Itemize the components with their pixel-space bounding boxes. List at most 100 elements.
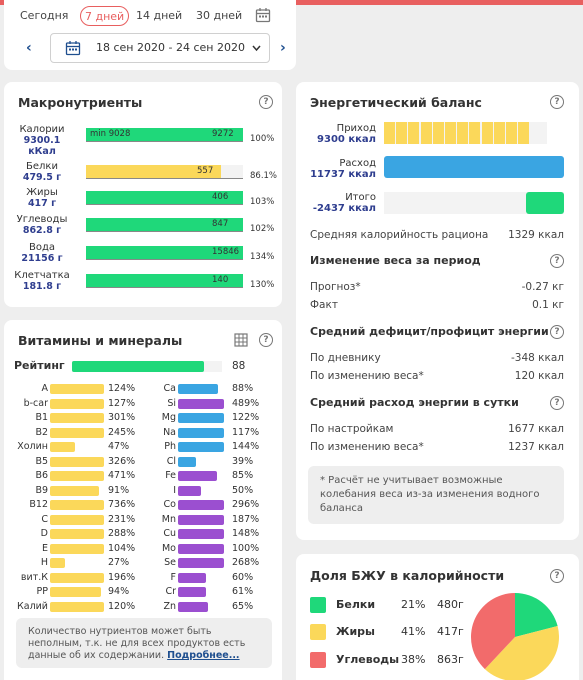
vitamin-name: B2 [35, 426, 48, 438]
vitamin-bar [50, 529, 104, 539]
bju-pct: 21% [401, 598, 426, 611]
rating-track [72, 361, 222, 372]
income-segment [384, 122, 395, 144]
mineral-bar [178, 587, 206, 597]
bju-grams: 417г [437, 625, 464, 638]
macro-bar-label: 406 [212, 192, 229, 202]
mineral-pct: 61% [232, 586, 254, 597]
rating-label: Рейтинг [14, 359, 65, 372]
vitamin-pct: 245% [108, 426, 136, 438]
vitamin-pct: 94% [108, 586, 130, 597]
vitamin-bar [50, 442, 75, 452]
mineral-name: Cu [163, 528, 176, 539]
macro-pct: 86.1% [250, 171, 278, 181]
help-icon[interactable]: ? [550, 95, 564, 109]
mineral-row: Cl 39% [144, 456, 279, 468]
help-icon[interactable]: ? [550, 569, 564, 583]
expense-title: Средний расход энергии в сутки [310, 396, 519, 409]
vitamin-row: вит.К 196% [4, 572, 144, 584]
mineral-bar [178, 427, 224, 438]
tab-30-days[interactable]: 30 дней [196, 9, 243, 22]
mineral-pct: 60% [232, 571, 254, 583]
pie-slice [484, 626, 559, 680]
more-link[interactable]: Подробнее... [167, 650, 240, 661]
mineral-row: F 60% [144, 572, 279, 584]
help-icon[interactable]: ? [259, 333, 273, 347]
nutrients-note: Количество нутриентов может быть неполны… [16, 618, 272, 668]
vitamin-row: B1 301% [4, 412, 144, 424]
card-title: Макронутриенты [18, 95, 143, 110]
macro-baseline [86, 259, 243, 260]
calendar-icon[interactable] [255, 7, 271, 23]
macro-row: Углеводы 862.8 г 847 102% [10, 214, 300, 244]
help-icon[interactable]: ? [550, 325, 564, 339]
vitamin-name: вит.К [20, 571, 48, 583]
macro-row: Клетчатка 181.8 г 140 130% [10, 270, 300, 300]
vitamin-pct: 736% [108, 499, 136, 510]
macro-bar-label: 557 [197, 166, 214, 176]
mineral-bar [178, 442, 224, 452]
macro-baseline [86, 287, 243, 288]
vitamin-bar [50, 514, 104, 525]
tab-7-days[interactable]: 7 дней [80, 6, 130, 26]
bju-row: Белки 21% 480г [310, 597, 470, 615]
prev-period-button[interactable]: ‹ [26, 40, 32, 56]
mineral-pct: 144% [232, 441, 260, 452]
vitamin-row: B5 326% [4, 456, 144, 468]
tab-14-days[interactable]: 14 дней [136, 9, 183, 22]
vitamin-bar [50, 471, 104, 481]
pie-slice [515, 593, 558, 637]
vitamin-bar [50, 601, 104, 612]
macro-pct: 100% [250, 134, 275, 144]
help-icon[interactable]: ? [550, 396, 564, 410]
vitamin-row: H 27% [4, 557, 144, 569]
macronutrients-card: Макронутриенты ? Калории 9300.1 кКал min 90… [4, 82, 282, 307]
macro-name: Жиры 417 г [26, 187, 58, 209]
income-segment [432, 122, 444, 144]
macro-name: Углеводы 862.8 г [16, 214, 68, 236]
help-icon[interactable]: ? [259, 95, 273, 109]
vitamin-bar [50, 587, 101, 597]
vitamin-name: B6 [35, 470, 48, 481]
mineral-bar [178, 543, 224, 554]
vitamin-row: A 124% [4, 383, 144, 395]
mineral-row: Mo 100% [144, 543, 279, 555]
mineral-name: Co [163, 499, 176, 510]
vitamin-row: B12 736% [4, 499, 144, 511]
macro-name: Вода 21156 г [21, 242, 63, 264]
income-bar [384, 122, 530, 144]
macro-baseline [86, 204, 243, 205]
mineral-name: Cr [165, 586, 176, 597]
chevron-down-icon [252, 45, 261, 52]
date-range-select[interactable]: 18 сен 2020 - 24 сен 2020 [50, 33, 270, 63]
mineral-row: Ph 144% [144, 441, 279, 453]
macro-name: Клетчатка 181.8 г [14, 270, 70, 292]
vitamin-row: B2 245% [4, 427, 144, 439]
mineral-row: Cu 148% [144, 528, 279, 540]
tab-today[interactable]: Сегодня [20, 9, 69, 22]
bju-pie-chart [471, 593, 559, 680]
note-text: Количество нутриентов может быть неполны… [28, 626, 246, 661]
vitamin-name: C [41, 513, 48, 525]
mineral-row: Zn 65% [144, 601, 279, 613]
vitamin-name: A [41, 383, 49, 394]
income-segment [420, 122, 432, 144]
macro-name: Белки 479.5 г [22, 161, 62, 183]
card-title: Витамины и минералы [18, 333, 183, 348]
mineral-name: Mg [161, 412, 176, 423]
mineral-row: Cr 61% [144, 586, 279, 598]
bju-row: Углеводы 38% 863г [310, 652, 470, 670]
income-segment [469, 122, 481, 144]
table-view-icon[interactable] [234, 333, 248, 347]
vitamin-name: Калий [17, 600, 48, 612]
macro-pct: 130% [250, 280, 275, 290]
help-icon[interactable]: ? [550, 254, 564, 268]
vitamin-name: b-car [23, 397, 48, 409]
mineral-row: Si 489% [144, 398, 279, 410]
vitamin-row: PP 94% [4, 586, 144, 598]
income-segment [506, 122, 517, 144]
vitamin-name: B12 [29, 499, 48, 510]
next-period-button[interactable]: › [280, 40, 286, 56]
mineral-pct: 50% [232, 484, 254, 496]
mineral-row: Fe 85% [144, 470, 279, 482]
